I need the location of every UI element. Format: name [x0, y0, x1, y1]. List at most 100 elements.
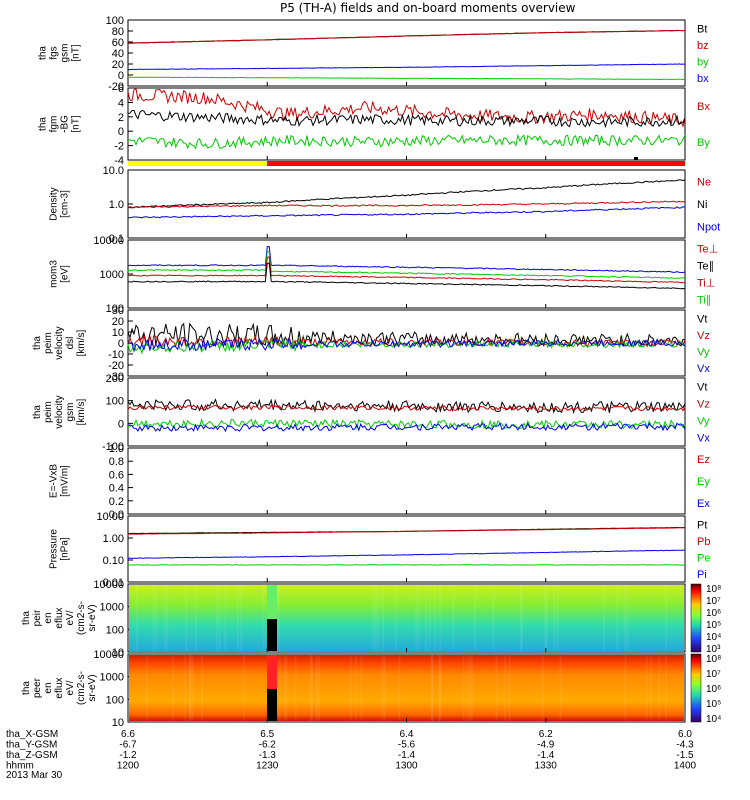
y-axis-label: [nPa] — [60, 537, 71, 561]
y-axis-label: peir — [32, 609, 43, 626]
spectro-streak — [309, 655, 312, 721]
panel-frame — [127, 377, 686, 447]
x-row-value: -1.3 — [259, 750, 277, 761]
y-tick-label: 1000 — [100, 672, 124, 684]
y-axis-label: [nT] — [71, 115, 82, 132]
spectro-streak — [559, 655, 562, 721]
legend-entry: Vx — [697, 363, 710, 375]
y-tick-label: 20 — [112, 316, 124, 328]
y-tick-label: 4 — [118, 97, 124, 109]
spectro-gap-top — [267, 655, 277, 689]
legend-entry: Vy — [697, 346, 710, 358]
x-row-label: tha_Z-GSM — [6, 750, 58, 761]
y-tick-label: 0.10 — [103, 555, 124, 567]
x-row-label: tha_X-GSM — [6, 729, 58, 740]
spectro-streak — [172, 655, 175, 721]
y-tick-label: 0.1 — [109, 233, 124, 245]
y-axis-label: [km/s] — [76, 398, 87, 425]
series-Vz-gsm — [127, 404, 686, 412]
y-tick-label: 0.2 — [109, 496, 124, 508]
series-Ti-perp — [127, 255, 686, 284]
y-tick-label: 20 — [112, 59, 124, 71]
y-axis-label: mom3 — [49, 260, 60, 288]
colorbar-label: 10⁶ — [706, 684, 721, 695]
series-black — [127, 109, 686, 129]
y-axis-label: sr-eV) — [87, 674, 98, 701]
y-tick-label: 100 — [106, 303, 124, 315]
y-axis-label: Pressure — [49, 529, 60, 569]
x-row-value: -1.2 — [119, 750, 137, 761]
y-tick-label: 0.4 — [109, 483, 124, 495]
spectro-streak — [163, 585, 166, 651]
series-by — [128, 63, 685, 71]
spectro-streak — [376, 585, 379, 651]
spectro-streak — [469, 655, 472, 721]
spectro-streak — [602, 585, 605, 651]
y-axis-label: Density — [49, 187, 60, 220]
spectro-streak — [626, 585, 629, 651]
y-tick-label: 0.0 — [109, 509, 124, 521]
y-axis-label: eflux — [54, 607, 65, 628]
spectro-streak — [439, 655, 442, 721]
spectro-streak — [166, 585, 169, 651]
spectro-streak — [224, 585, 227, 651]
spectro-gap — [267, 618, 277, 651]
legend-entry: Pe — [697, 552, 710, 564]
y-axis-label: fgm — [49, 116, 60, 133]
legend-entry: Ti⊥ — [697, 278, 715, 290]
colorbar-label: 10⁸ — [706, 654, 721, 665]
y-axis-label: [eV] — [60, 265, 71, 283]
spectro-streak — [318, 655, 321, 721]
spectro-streak — [508, 655, 511, 721]
y-tick-label: 0.01 — [103, 577, 124, 589]
legend-entry: Ne — [697, 176, 711, 188]
series-Vt-gsm — [127, 398, 686, 415]
legend-entry: Te⊥ — [697, 244, 718, 256]
y-tick-label: 10 — [112, 647, 124, 659]
x-row-value: -1.4 — [537, 750, 555, 761]
spectro-streak — [349, 655, 352, 721]
legend-entry: bx — [697, 73, 709, 85]
spectro-streak — [665, 655, 668, 721]
x-row-value: 1400 — [674, 761, 697, 772]
y-tick-label: 0 — [118, 70, 124, 82]
y-axis-label: E=-VxB — [49, 464, 60, 499]
spectro-streak — [624, 585, 627, 651]
spectro-streak — [236, 585, 239, 651]
spectro-streak — [374, 585, 377, 651]
spectro-streak — [215, 585, 218, 651]
x-row-value: 1330 — [535, 761, 558, 772]
y-axis-label: [km/s] — [76, 329, 87, 356]
spectro-streak — [372, 585, 375, 651]
spectro-streak — [433, 585, 436, 651]
y-axis-label: fgs — [49, 46, 60, 59]
y-tick-label: 10.0 — [103, 165, 124, 177]
x-row-value: -6.7 — [119, 740, 137, 751]
legend-entry: Vx — [697, 433, 710, 445]
panel-frame — [127, 19, 686, 87]
y-axis-label: tha — [38, 46, 49, 60]
spectro-streak — [195, 585, 198, 651]
spectro-streak — [470, 655, 473, 721]
spectro-streak — [398, 655, 401, 721]
spectro-streak — [135, 585, 138, 651]
status-bar-red — [267, 161, 685, 166]
status-marker — [634, 157, 638, 160]
y-axis-label: (cm2-s- — [76, 601, 87, 635]
y-tick-label: -100 — [102, 441, 124, 453]
panel-frame — [127, 515, 686, 583]
y-axis-label: [mV/m] — [60, 465, 71, 497]
ion-colorbar — [690, 583, 702, 653]
y-tick-label: -2 — [114, 141, 124, 153]
y-axis-label: tha — [32, 336, 43, 350]
y-axis-label: eV/ — [65, 610, 76, 625]
series-Vy — [127, 337, 686, 355]
x-row-value: -6.2 — [259, 740, 277, 751]
x-row-value: -4.9 — [537, 740, 555, 751]
spectro-streak — [545, 585, 548, 651]
legend-entry: Vt — [697, 313, 707, 325]
panel-frame — [127, 447, 686, 515]
y-axis-label: tha — [21, 611, 32, 625]
x-row-value: 6.0 — [678, 729, 692, 740]
x-row-value: 1230 — [256, 761, 279, 772]
